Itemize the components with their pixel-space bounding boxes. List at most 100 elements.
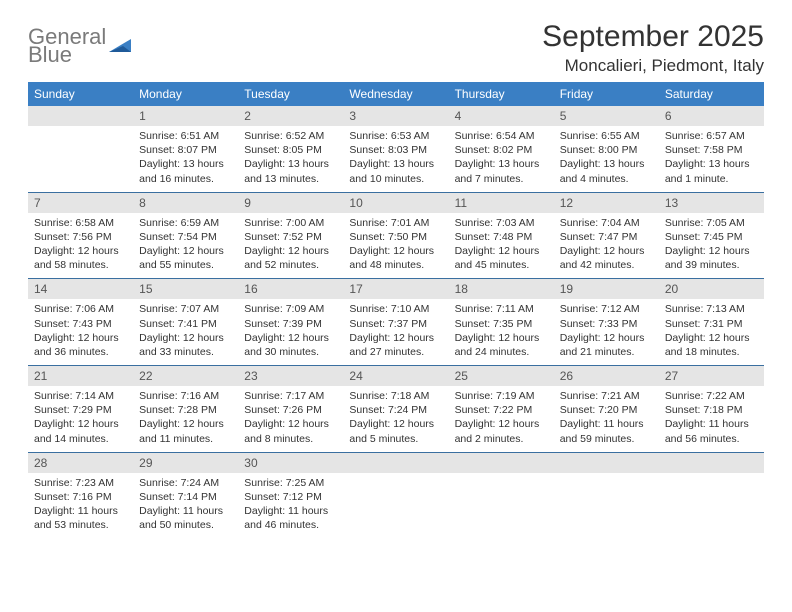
day-details: Sunrise: 7:06 AMSunset: 7:43 PMDaylight:…	[28, 299, 133, 365]
day-details: Sunrise: 6:54 AMSunset: 8:02 PMDaylight:…	[449, 126, 554, 192]
day-cell	[554, 453, 659, 539]
day-cell: 27Sunrise: 7:22 AMSunset: 7:18 PMDayligh…	[659, 366, 764, 452]
calendar-grid: SundayMondayTuesdayWednesdayThursdayFrid…	[28, 82, 764, 538]
day-number: 9	[238, 193, 343, 213]
day-number: 26	[554, 366, 659, 386]
day-number: 8	[133, 193, 238, 213]
day-cell: 17Sunrise: 7:10 AMSunset: 7:37 PMDayligh…	[343, 279, 448, 365]
day-number: 22	[133, 366, 238, 386]
day-details: Sunrise: 6:53 AMSunset: 8:03 PMDaylight:…	[343, 126, 448, 192]
day-number: 10	[343, 193, 448, 213]
day-details: Sunrise: 7:23 AMSunset: 7:16 PMDaylight:…	[28, 473, 133, 539]
day-cell: 15Sunrise: 7:07 AMSunset: 7:41 PMDayligh…	[133, 279, 238, 365]
day-cell	[343, 453, 448, 539]
logo-text-block: General Blue	[28, 26, 106, 66]
day-number	[554, 453, 659, 473]
title-block: September 2025 Moncalieri, Piedmont, Ita…	[542, 20, 764, 76]
day-number: 15	[133, 279, 238, 299]
day-details: Sunrise: 7:11 AMSunset: 7:35 PMDaylight:…	[449, 299, 554, 365]
day-number: 6	[659, 106, 764, 126]
day-number	[28, 106, 133, 126]
day-cell: 25Sunrise: 7:19 AMSunset: 7:22 PMDayligh…	[449, 366, 554, 452]
day-number: 20	[659, 279, 764, 299]
day-details: Sunrise: 7:17 AMSunset: 7:26 PMDaylight:…	[238, 386, 343, 452]
weekday-header-row: SundayMondayTuesdayWednesdayThursdayFrid…	[28, 82, 764, 106]
day-cell: 1Sunrise: 6:51 AMSunset: 8:07 PMDaylight…	[133, 106, 238, 192]
day-cell	[659, 453, 764, 539]
day-number: 21	[28, 366, 133, 386]
day-number: 5	[554, 106, 659, 126]
day-details: Sunrise: 7:24 AMSunset: 7:14 PMDaylight:…	[133, 473, 238, 539]
weekday-header: Tuesday	[238, 82, 343, 106]
day-cell: 22Sunrise: 7:16 AMSunset: 7:28 PMDayligh…	[133, 366, 238, 452]
weekday-header: Saturday	[659, 82, 764, 106]
day-details: Sunrise: 6:55 AMSunset: 8:00 PMDaylight:…	[554, 126, 659, 192]
day-number: 2	[238, 106, 343, 126]
day-number: 18	[449, 279, 554, 299]
day-number: 19	[554, 279, 659, 299]
day-details: Sunrise: 7:07 AMSunset: 7:41 PMDaylight:…	[133, 299, 238, 365]
day-details: Sunrise: 7:12 AMSunset: 7:33 PMDaylight:…	[554, 299, 659, 365]
day-details: Sunrise: 7:25 AMSunset: 7:12 PMDaylight:…	[238, 473, 343, 539]
day-details: Sunrise: 7:09 AMSunset: 7:39 PMDaylight:…	[238, 299, 343, 365]
day-cell: 16Sunrise: 7:09 AMSunset: 7:39 PMDayligh…	[238, 279, 343, 365]
day-details: Sunrise: 6:57 AMSunset: 7:58 PMDaylight:…	[659, 126, 764, 192]
day-cell: 4Sunrise: 6:54 AMSunset: 8:02 PMDaylight…	[449, 106, 554, 192]
day-cell: 5Sunrise: 6:55 AMSunset: 8:00 PMDaylight…	[554, 106, 659, 192]
week-row: 28Sunrise: 7:23 AMSunset: 7:16 PMDayligh…	[28, 453, 764, 539]
day-cell: 24Sunrise: 7:18 AMSunset: 7:24 PMDayligh…	[343, 366, 448, 452]
day-number: 27	[659, 366, 764, 386]
day-cell: 18Sunrise: 7:11 AMSunset: 7:35 PMDayligh…	[449, 279, 554, 365]
day-details: Sunrise: 7:01 AMSunset: 7:50 PMDaylight:…	[343, 213, 448, 279]
day-cell: 21Sunrise: 7:14 AMSunset: 7:29 PMDayligh…	[28, 366, 133, 452]
day-number: 7	[28, 193, 133, 213]
day-number: 3	[343, 106, 448, 126]
day-cell: 20Sunrise: 7:13 AMSunset: 7:31 PMDayligh…	[659, 279, 764, 365]
day-details: Sunrise: 7:10 AMSunset: 7:37 PMDaylight:…	[343, 299, 448, 365]
day-cell: 14Sunrise: 7:06 AMSunset: 7:43 PMDayligh…	[28, 279, 133, 365]
day-details: Sunrise: 7:13 AMSunset: 7:31 PMDaylight:…	[659, 299, 764, 365]
day-details: Sunrise: 7:16 AMSunset: 7:28 PMDaylight:…	[133, 386, 238, 452]
day-cell	[28, 106, 133, 192]
day-number: 1	[133, 106, 238, 126]
logo-triangle-icon	[109, 37, 135, 55]
day-details: Sunrise: 7:00 AMSunset: 7:52 PMDaylight:…	[238, 213, 343, 279]
day-cell: 11Sunrise: 7:03 AMSunset: 7:48 PMDayligh…	[449, 193, 554, 279]
day-cell	[449, 453, 554, 539]
day-details: Sunrise: 7:05 AMSunset: 7:45 PMDaylight:…	[659, 213, 764, 279]
day-number: 30	[238, 453, 343, 473]
day-cell: 19Sunrise: 7:12 AMSunset: 7:33 PMDayligh…	[554, 279, 659, 365]
day-details: Sunrise: 7:18 AMSunset: 7:24 PMDaylight:…	[343, 386, 448, 452]
day-details: Sunrise: 7:22 AMSunset: 7:18 PMDaylight:…	[659, 386, 764, 452]
day-number: 23	[238, 366, 343, 386]
day-details: Sunrise: 6:58 AMSunset: 7:56 PMDaylight:…	[28, 213, 133, 279]
day-cell: 8Sunrise: 6:59 AMSunset: 7:54 PMDaylight…	[133, 193, 238, 279]
day-cell: 10Sunrise: 7:01 AMSunset: 7:50 PMDayligh…	[343, 193, 448, 279]
day-number	[343, 453, 448, 473]
day-details: Sunrise: 6:59 AMSunset: 7:54 PMDaylight:…	[133, 213, 238, 279]
day-number: 17	[343, 279, 448, 299]
weekday-header: Thursday	[449, 82, 554, 106]
day-number: 16	[238, 279, 343, 299]
day-number: 11	[449, 193, 554, 213]
day-cell: 26Sunrise: 7:21 AMSunset: 7:20 PMDayligh…	[554, 366, 659, 452]
day-number: 29	[133, 453, 238, 473]
week-row: 7Sunrise: 6:58 AMSunset: 7:56 PMDaylight…	[28, 193, 764, 280]
day-cell: 6Sunrise: 6:57 AMSunset: 7:58 PMDaylight…	[659, 106, 764, 192]
week-row: 21Sunrise: 7:14 AMSunset: 7:29 PMDayligh…	[28, 366, 764, 453]
day-details: Sunrise: 6:52 AMSunset: 8:05 PMDaylight:…	[238, 126, 343, 192]
page-header: General Blue September 2025 Moncalieri, …	[28, 20, 764, 76]
day-cell: 13Sunrise: 7:05 AMSunset: 7:45 PMDayligh…	[659, 193, 764, 279]
weekday-header: Sunday	[28, 82, 133, 106]
day-cell: 2Sunrise: 6:52 AMSunset: 8:05 PMDaylight…	[238, 106, 343, 192]
day-details: Sunrise: 7:19 AMSunset: 7:22 PMDaylight:…	[449, 386, 554, 452]
day-cell: 23Sunrise: 7:17 AMSunset: 7:26 PMDayligh…	[238, 366, 343, 452]
calendar-page: General Blue September 2025 Moncalieri, …	[0, 0, 792, 558]
day-cell: 7Sunrise: 6:58 AMSunset: 7:56 PMDaylight…	[28, 193, 133, 279]
month-title: September 2025	[542, 20, 764, 54]
day-cell: 9Sunrise: 7:00 AMSunset: 7:52 PMDaylight…	[238, 193, 343, 279]
week-row: 1Sunrise: 6:51 AMSunset: 8:07 PMDaylight…	[28, 106, 764, 193]
day-details: Sunrise: 6:51 AMSunset: 8:07 PMDaylight:…	[133, 126, 238, 192]
brand-logo: General Blue	[28, 20, 135, 66]
day-cell: 12Sunrise: 7:04 AMSunset: 7:47 PMDayligh…	[554, 193, 659, 279]
